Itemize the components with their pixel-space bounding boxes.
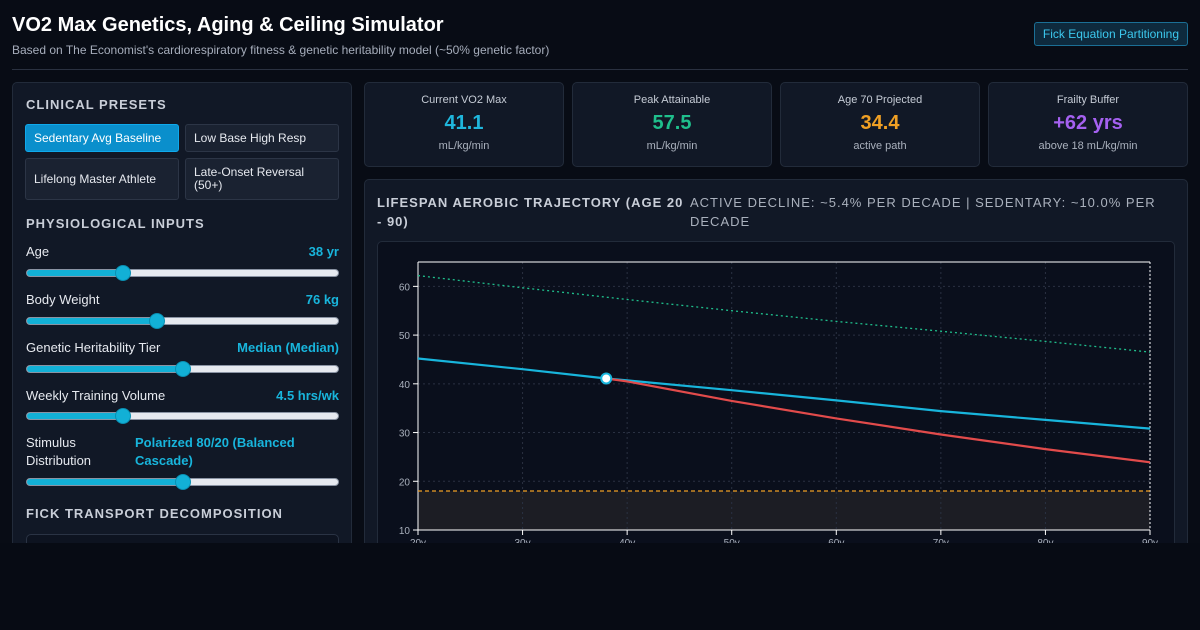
- trajectory-chart: 10 20 30 40 50 60 20y 30y 40y 50y 60y 70y 80y 90y: [399, 261, 1158, 543]
- genetic-tier-value: Median (Median): [237, 340, 339, 355]
- card-label: Age 70 Projected: [837, 94, 923, 106]
- page-title: VO2 Max Genetics, Aging & Ceiling Simula…: [12, 14, 444, 36]
- preset-late-onset-button[interactable]: Late-Onset Reversal (50+): [185, 158, 339, 200]
- card-label: Current VO2 Max: [421, 94, 507, 106]
- x-tick-label: 40y: [619, 538, 635, 543]
- age70-projected-card: Age 70 Projected 34.4 active path: [780, 82, 980, 167]
- card-value: +62 yrs: [1053, 112, 1123, 134]
- preset-low-base-button[interactable]: Low Base High Resp: [185, 124, 339, 152]
- x-tick-label: 80y: [1037, 538, 1053, 543]
- y-tick-label: 40: [399, 380, 411, 391]
- card-value: 34.4: [860, 112, 900, 134]
- card-label: Peak Attainable: [633, 94, 711, 106]
- sedentary-trajectory-line: [606, 377, 1151, 464]
- weight-label: Body Weight: [26, 292, 100, 307]
- trajectory-panel: LIFESPAN AEROBIC TRAJECTORY (AGE 20 - 90…: [364, 179, 1188, 543]
- age-label: Age: [26, 244, 50, 259]
- fick-decomposition-box: [26, 534, 339, 543]
- x-tick-label: 50y: [724, 538, 740, 543]
- fick-heading: FICK TRANSPORT DECOMPOSITION: [26, 506, 283, 521]
- training-volume-label: Weekly Training Volume: [26, 388, 166, 403]
- page-header: VO2 Max Genetics, Aging & Ceiling Simula…: [12, 14, 1188, 57]
- card-value: 57.5: [652, 112, 692, 134]
- weight-slider[interactable]: [26, 313, 339, 329]
- card-unit: mL/kg/min: [646, 140, 698, 152]
- stimulus-label: Stimulus Distribution: [26, 435, 92, 468]
- stimulus-slider[interactable]: [26, 474, 339, 490]
- active-trajectory-line: [417, 357, 1151, 430]
- preset-master-athlete-button[interactable]: Lifelong Master Athlete: [25, 158, 179, 200]
- peak-attainable-card: Peak Attainable 57.5 mL/kg/min: [572, 82, 772, 167]
- chart-subtitle: Active decline: ~5.4% per decade | Seden…: [690, 195, 1156, 229]
- y-tick-label: 20: [399, 477, 411, 488]
- genetic-tier-slider-thumb[interactable]: [174, 361, 191, 377]
- x-tick-label: 70y: [933, 538, 949, 543]
- age-slider-thumb[interactable]: [115, 265, 132, 281]
- x-tick-label: 90y: [1142, 538, 1158, 543]
- chart-frame: 10 20 30 40 50 60 20y 30y 40y 50y 60y 70y 80y 90y: [377, 241, 1175, 543]
- y-tick-label: 60: [399, 282, 411, 293]
- preset-sedentary-button[interactable]: Sedentary Avg Baseline: [25, 124, 179, 152]
- training-volume-value: 4.5 hrs/wk: [276, 388, 339, 403]
- page-subtitle: Based on The Economist's cardiorespirato…: [12, 43, 550, 57]
- control-panel: CLINICAL PRESETS Sedentary Avg Baseline …: [12, 82, 352, 543]
- stimulus-value: Polarized 80/20 (Balanced Cascade): [135, 435, 295, 468]
- inputs-heading: PHYSIOLOGICAL INPUTS: [26, 216, 205, 231]
- frailty-zone: [418, 491, 1150, 530]
- current-age-marker: [600, 372, 613, 385]
- y-tick-label: 30: [399, 429, 411, 440]
- y-tick-label: 50: [399, 331, 411, 342]
- frailty-buffer-card: Frailty Buffer +62 yrs above 18 mL/kg/mi…: [988, 82, 1188, 167]
- genetic-tier-slider[interactable]: [26, 361, 339, 377]
- card-value: 41.1: [444, 112, 484, 134]
- training-volume-slider[interactable]: [26, 408, 339, 424]
- fick-partitioning-button[interactable]: Fick Equation Partitioning: [1033, 22, 1188, 46]
- current-vo2-card: Current VO2 Max 41.1 mL/kg/min: [364, 82, 564, 167]
- weight-value: 76 kg: [305, 292, 339, 307]
- x-tick-label: 60y: [828, 538, 844, 543]
- genetic-tier-label: Genetic Heritability Tier: [26, 340, 161, 355]
- y-tick-label: 10: [399, 526, 411, 537]
- training-volume-slider-thumb[interactable]: [115, 408, 132, 424]
- x-tick-label: 20y: [410, 538, 426, 543]
- age-value: 38 yr: [308, 244, 339, 259]
- card-unit: above 18 mL/kg/min: [1038, 140, 1138, 152]
- card-label: Frailty Buffer: [1056, 94, 1120, 106]
- peak-ceiling-line: [417, 274, 1151, 353]
- app-viewport: VO2 Max Genetics, Aging & Ceiling Simula…: [12, 14, 1188, 543]
- x-tick-label: 30y: [515, 538, 531, 543]
- presets-heading: CLINICAL PRESETS: [26, 97, 167, 112]
- weight-slider-thumb[interactable]: [149, 313, 166, 329]
- header-divider: [12, 69, 1188, 70]
- age-slider[interactable]: [26, 265, 339, 281]
- chart-title: LIFESPAN AEROBIC TRAJECTORY (AGE 20 - 90…: [377, 195, 684, 229]
- card-unit: mL/kg/min: [438, 140, 490, 152]
- stimulus-slider-thumb[interactable]: [174, 474, 191, 490]
- card-unit: active path: [853, 140, 907, 152]
